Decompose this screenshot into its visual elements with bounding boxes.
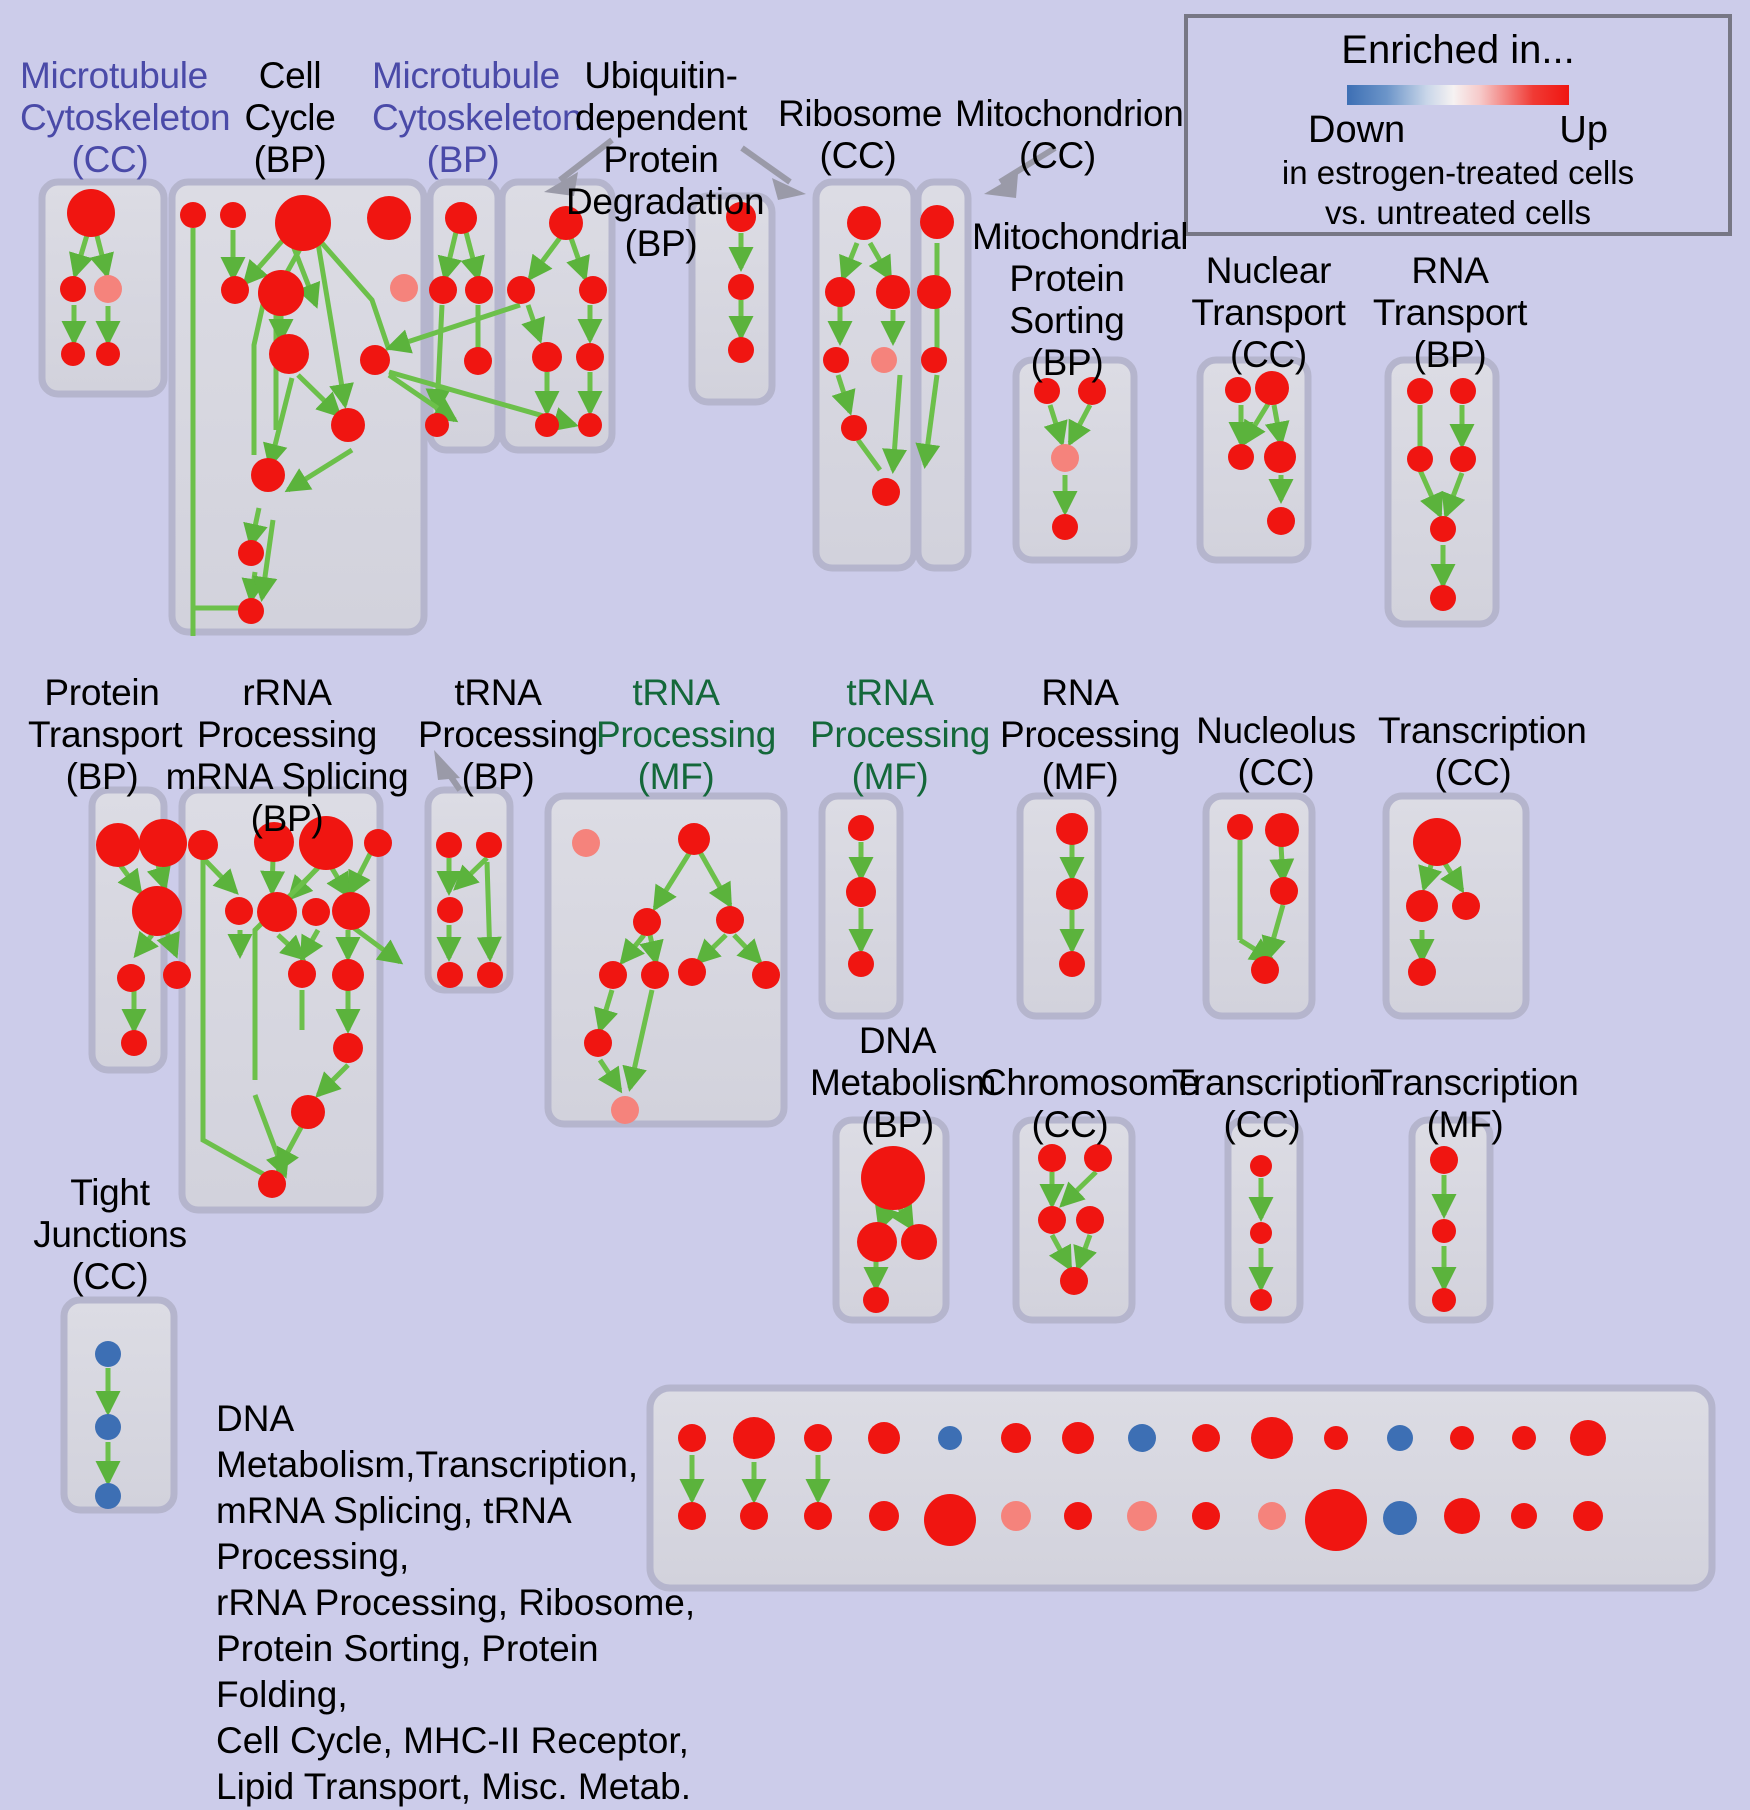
cluster-label-trna-processing-mf-2: tRNA Processing (MF): [810, 672, 970, 798]
legend-color-bar: [1347, 85, 1569, 105]
cluster-label-transcription-cc-upper: Transcription (CC): [1378, 710, 1568, 794]
legend-down-label: Down: [1308, 109, 1405, 152]
legend-up-label: Up: [1559, 109, 1608, 152]
cluster-label-microtubule-cytoskeleton-bp: Microtubule Cytoskeleton (BP): [372, 55, 554, 181]
cluster-label-tight-junctions-cc: Tight Junctions (CC): [30, 1172, 190, 1298]
legend-subtitle-line2: vs. untreated cells: [1325, 194, 1591, 232]
cluster-label-nucleolus-cc: Nucleolus (CC): [1196, 710, 1356, 794]
cluster-label-trna-processing-bp: tRNA Processing (BP): [418, 672, 578, 798]
cluster-label-microtubule-cytoskeleton-cc: Microtubule Cytoskeleton (CC): [20, 55, 200, 181]
cluster-label-transcription-mf: Transcription (MF): [1370, 1062, 1560, 1146]
cluster-label-cell-cycle-bp: Cell Cycle (BP): [225, 55, 355, 181]
cluster-label-rna-processing-mf: RNA Processing (MF): [1000, 672, 1160, 798]
cluster-label-dna-metabolism-bp: DNA Metabolism (BP): [810, 1020, 985, 1146]
unclustered-terms-text: DNA Metabolism,Transcription, mRNA Splic…: [216, 1396, 716, 1810]
cluster-label-ribosome-cc: Ribosome (CC): [778, 93, 938, 177]
cluster-label-trna-processing-mf-1: tRNA Processing (MF): [596, 672, 756, 798]
legend-title: Enriched in...: [1341, 28, 1574, 73]
cluster-label-rna-transport-bp: RNA Transport (BP): [1370, 250, 1530, 376]
cluster-label-rrna-processing-mrna-splicing-bp: rRNA Processing mRNA Splicing (BP): [162, 672, 412, 840]
cluster-label-ubiquitin-dependent-protein-degradation-bp: Ubiquitin- dependent Protein Degradation…: [566, 55, 756, 265]
cluster-label-chromosome-cc: Chromosome (CC): [980, 1062, 1160, 1146]
legend-endpoints: Down Up: [1308, 109, 1608, 152]
legend-panel: Enriched in... Down Up in estrogen-treat…: [1184, 14, 1732, 236]
figure-canvas: .pnl{fill:url(#pg);stroke:#b5b5cd;stroke…: [0, 0, 1750, 1715]
cluster-label-protein-transport-bp: Protein Transport (BP): [28, 672, 176, 798]
cluster-label-mitochondrial-protein-sorting-bp: Mitochondrial Protein Sorting (BP): [972, 216, 1162, 384]
cluster-label-transcription-cc-lower: Transcription (CC): [1172, 1062, 1352, 1146]
cluster-label-nuclear-transport-cc: Nuclear Transport (CC): [1186, 250, 1351, 376]
cluster-label-mitochondrion-cc: Mitochondrion (CC): [955, 93, 1160, 177]
legend-subtitle-line1: in estrogen-treated cells: [1282, 154, 1634, 192]
